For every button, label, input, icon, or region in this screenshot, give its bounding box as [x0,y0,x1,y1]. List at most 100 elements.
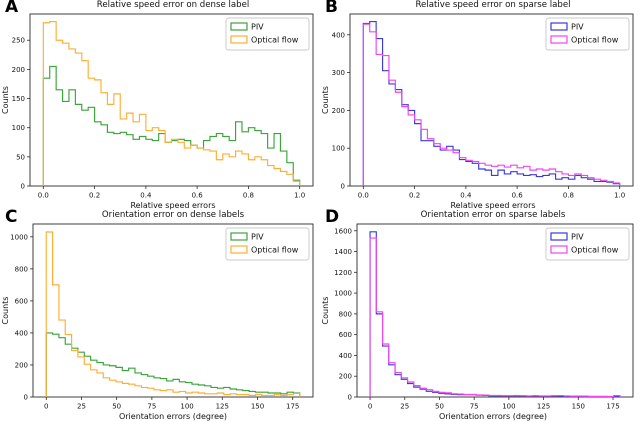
y-tick-label: 0 [348,394,352,402]
series-optical-flow [369,237,621,398]
x-tick-label: 1.0 [294,192,305,200]
y-tick-label: 1400 [334,248,352,256]
x-tick-label: 0.6 [512,192,524,200]
x-tick-label: 0.8 [563,192,574,200]
series-optical-flow [42,21,301,186]
y-tick-label: 100 [12,124,25,132]
y-tick-label: 0 [341,183,345,191]
x-tick-label: 0.0 [38,192,49,200]
legend-chip-piv [230,22,248,31]
panel-C-letter: C [5,207,18,227]
x-tick-label: 50 [435,403,444,411]
series-optical-flow [362,23,621,186]
x-tick-label: 0.4 [460,192,472,200]
x-tick-label: 75 [470,403,479,411]
panel-A: A Relative speed error on dense label 0 5… [0,0,320,210]
legend-label: PIV [571,233,584,242]
x-tick-label: 25 [400,403,409,411]
y-tick-label: 50 [16,153,25,161]
y-tick-label: 800 [15,265,28,273]
x-tick-label: 175 [286,403,299,411]
y-tick-label: 300 [332,69,345,77]
panel-C-chart: 0 200 400 600 800 1000 0 25 50 75 100 125 150 175 Coun… [1,223,314,411]
panel-D-letter: D [325,207,340,227]
y-axis-label: Counts [321,297,330,325]
x-tick-label: 0.2 [409,192,420,200]
y-tick-label: 0 [21,183,25,191]
panel-A-chart: 0 50 100 150 200 250 0.0 0.2 0.4 0.6 0.8 1.0 Counts P… [1,13,314,200]
x-tick-label: 0 [368,403,372,411]
x-tick-label: 0.8 [243,192,254,200]
x-tick-label: 150 [572,403,585,411]
y-tick-label: 200 [12,66,25,74]
x-tick-label: 150 [251,403,264,411]
panel-D: D Orientation error on sparse labels 0 20… [320,207,640,421]
panel-C-title: Orientation error on dense labels [101,210,245,220]
y-tick-label: 200 [339,373,352,381]
x-tick-label: 100 [180,403,193,411]
panel-A-letter: A [5,0,19,17]
x-tick-label: 125 [216,403,229,411]
y-tick-label: 1600 [334,227,352,235]
panel-D-chart: 0 200 400 600 800 1000 1200 1400 1600 0 25 50 75 100 1… [321,223,634,411]
panel-B-chart: 0 100 200 300 400 0.0 0.2 0.4 0.6 0.8 1.0 Counts PIV… [321,13,634,200]
y-tick-label: 600 [339,331,352,339]
panel-B-title: Relative speed error on sparse label [415,0,571,10]
x-tick-label: 25 [77,403,86,411]
y-tick-label: 400 [332,31,345,39]
x-tick-label: 0.0 [358,192,369,200]
y-axis-label: Counts [1,297,10,325]
series-optical-flow [45,231,301,397]
x-tick-label: 175 [606,403,619,411]
y-tick-label: 1200 [334,269,352,277]
legend-label: PIV [251,233,264,242]
y-tick-label: 1000 [10,233,28,241]
legend-chip-piv [550,232,568,241]
legend-chip-piv [230,232,248,241]
y-tick-label: 1000 [334,290,352,298]
legend-chip-optical-flow [550,245,568,254]
legend-label: Optical flow [571,36,619,45]
legend-chip-optical-flow [230,35,248,44]
x-tick-label: 0 [44,403,48,411]
panel-B-xlabel: Relative speed errors [450,201,536,210]
legend-label: Optical flow [571,246,619,255]
x-tick-label: 100 [502,403,515,411]
panel-D-title: Orientation error on sparse labels [420,210,566,220]
y-tick-label: 400 [15,329,28,337]
panel-A-xlabel: Relative speed errors [130,201,216,210]
x-tick-label: 75 [147,403,156,411]
legend-label: PIV [251,23,264,32]
x-tick-label: 1.0 [614,192,625,200]
panel-C: C Orientation error on dense labels 0 200… [0,207,320,421]
y-tick-label: 200 [15,361,28,369]
panel-D-xlabel: Orientation errors (degree) [438,412,548,421]
y-tick-label: 400 [339,352,352,360]
panel-B-letter: B [325,0,338,17]
y-tick-label: 100 [332,145,345,153]
y-axis-label: Counts [321,86,330,114]
series-piv [362,20,621,186]
legend-chip-piv [550,22,568,31]
panel-A-title: Relative speed error on dense label [96,0,250,10]
legend-chip-optical-flow [230,245,248,254]
x-tick-label: 0.2 [89,192,100,200]
y-axis-label: Counts [1,86,10,114]
legend-chip-optical-flow [550,35,568,44]
y-tick-label: 200 [332,107,345,115]
x-tick-label: 0.6 [192,192,204,200]
panel-B: B Relative speed error on sparse label 0… [320,0,640,210]
y-tick-label: 250 [12,37,25,45]
y-tick-label: 150 [12,95,25,103]
y-tick-label: 600 [15,297,28,305]
series-piv [45,332,301,397]
panel-C-xlabel: Orientation errors (degree) [118,412,228,421]
x-tick-label: 0.4 [140,192,152,200]
y-tick-label: 0 [24,394,28,402]
x-tick-label: 50 [112,403,121,411]
legend-label: Optical flow [251,36,299,45]
y-tick-label: 800 [339,310,352,318]
legend-label: Optical flow [251,246,299,255]
legend-label: PIV [571,23,584,32]
